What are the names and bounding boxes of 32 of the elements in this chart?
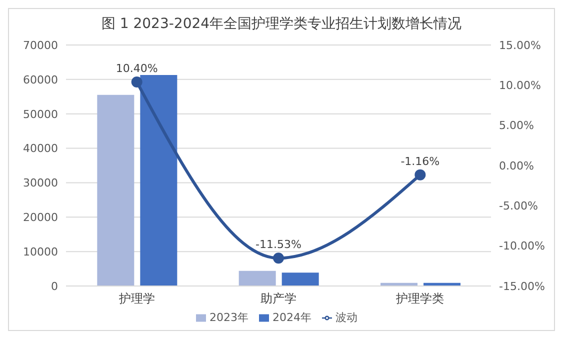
point	[414, 169, 426, 180]
y-tick-label: 60000	[23, 73, 58, 86]
y-tick-label: 20000	[23, 211, 58, 224]
y-tick-label: 40000	[23, 142, 58, 156]
y-tick-label: 10000	[23, 245, 58, 258]
y2-tick-label: -5.00%	[499, 200, 538, 213]
bar	[140, 74, 178, 286]
x-tick-label: 护理学	[118, 292, 155, 306]
y-tick-label: 70000	[23, 38, 58, 52]
y2-tick-label: 5.00%	[499, 119, 534, 132]
y2-tick-label: -10.00%	[499, 240, 545, 253]
x-tick-label: 护理学类	[395, 292, 444, 306]
y-tick-label: 30000	[23, 176, 58, 190]
point	[273, 252, 284, 264]
bar	[282, 272, 319, 286]
y2-tick-label: 15.00%	[499, 38, 541, 52]
legend-label: 2023年	[210, 311, 248, 324]
bar	[238, 270, 276, 286]
y2-tick-label: 0.00%	[499, 159, 534, 172]
y2-tick-label: 10.00%	[499, 79, 541, 92]
legend-label: 波动	[336, 311, 358, 324]
point	[131, 76, 142, 88]
legend-label: 2024年	[272, 311, 312, 324]
bar	[97, 94, 134, 286]
y-tick-label: 0	[51, 280, 58, 293]
data-label: -1.16%	[400, 154, 440, 168]
data-label: 10.40%	[116, 62, 158, 75]
x-tick-label: 助产学	[260, 292, 296, 306]
y2-tick-label: -15.00%	[499, 280, 545, 293]
y-tick-label: 50000	[23, 108, 58, 121]
chart-title: 图 1 2023-2024年全国护理学类专业招生计划数增长情况	[100, 15, 463, 34]
data-label: -11.53%	[256, 238, 302, 252]
